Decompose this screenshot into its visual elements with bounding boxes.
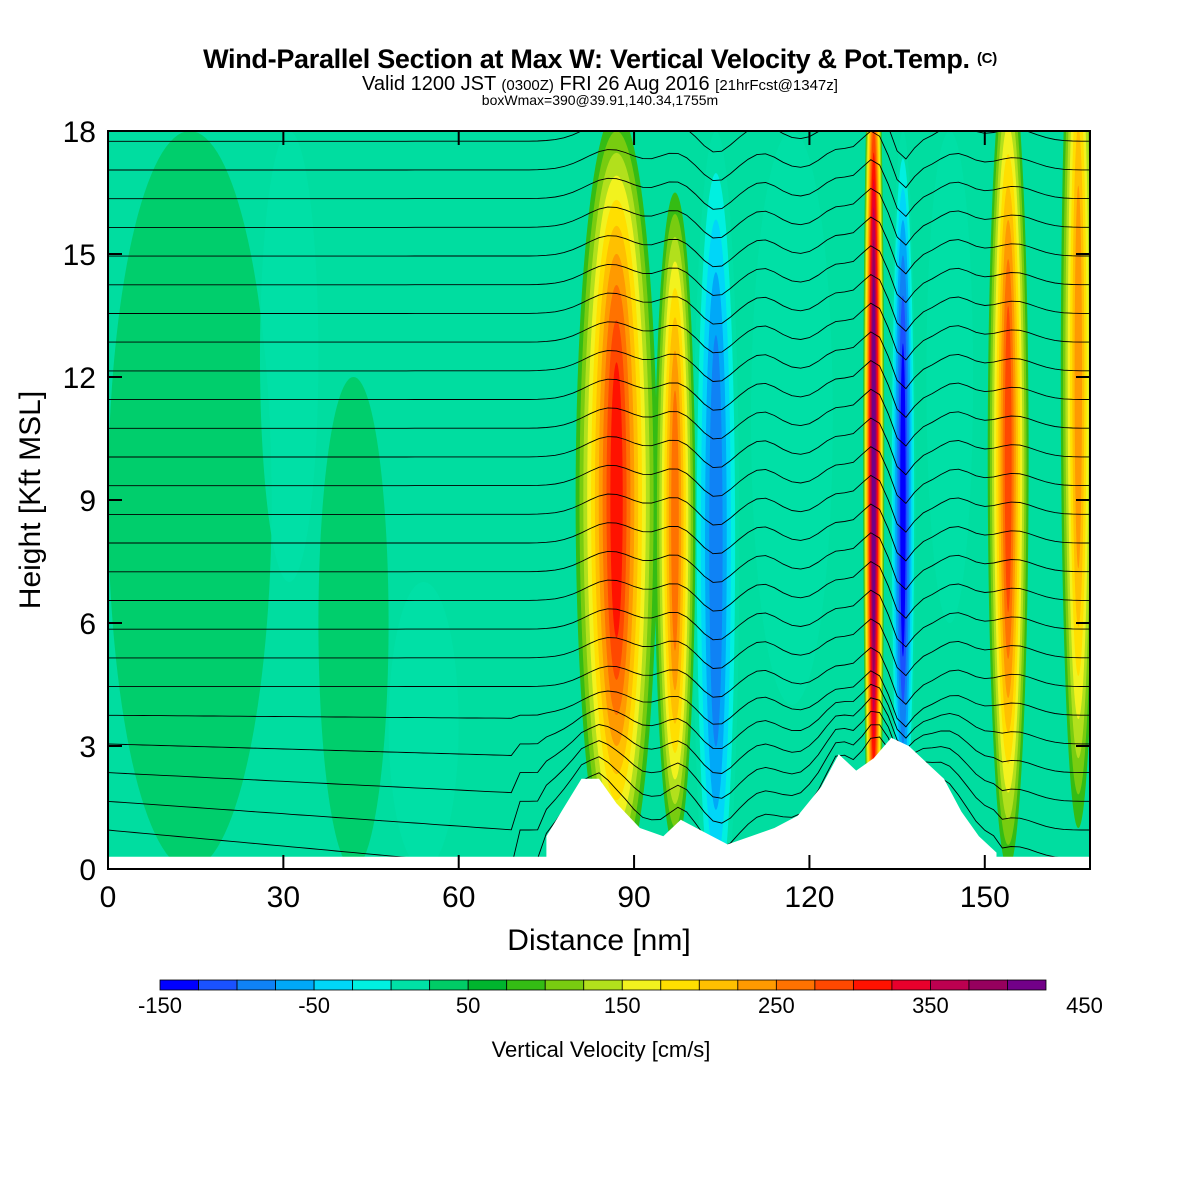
velocity-field — [108, 131, 1090, 869]
velocity-band — [108, 131, 272, 869]
y-axis-label: Height [Kft MSL] — [14, 391, 47, 609]
isentrope-line — [108, 417, 1090, 476]
colorbar-cell — [891, 979, 931, 991]
chart-title: Wind-Parallel Section at Max W: Vertical… — [203, 44, 997, 74]
colorbar: -150 -50 50 150 250 350 450 Vertical Velocity … — [138, 979, 1103, 1062]
x-tick-label: 120 — [784, 881, 834, 914]
y-tick-label: 9 — [79, 485, 96, 518]
colorbar-cell — [698, 979, 739, 991]
isentrope-line — [108, 683, 1090, 756]
velocity-contour — [872, 318, 875, 600]
y-tick-label: 0 — [79, 854, 96, 887]
colorbar-cell — [313, 979, 354, 991]
x-axis-label: Distance [nm] — [507, 924, 690, 957]
colorbar-cell — [814, 979, 854, 991]
axes: 0 30 60 90 120 150 0 3 6 9 12 15 18 Distance [nm] H… — [14, 116, 1090, 957]
colorbar-cell — [429, 979, 469, 991]
isentrope-line — [108, 245, 1090, 304]
velocity-band — [259, 131, 319, 582]
plot-area — [108, 131, 1090, 869]
isentrope-line — [108, 724, 1090, 868]
colorbar-label: Vertical Velocity [cm/s] — [492, 1037, 711, 1062]
colorbar-cell — [1007, 979, 1047, 991]
velocity-contour — [671, 390, 679, 651]
isentrope-line — [108, 560, 1090, 619]
colorbar-tick-label: 150 — [604, 993, 641, 1018]
x-tick-label: 0 — [100, 881, 117, 914]
terrain — [108, 737, 1090, 869]
isentrope-line — [108, 532, 1090, 591]
velocity-band — [388, 582, 459, 869]
y-tick-label: 3 — [79, 731, 96, 764]
isentrope-line — [108, 216, 1090, 275]
colorbar-cell — [968, 979, 1008, 991]
isentrope-line — [108, 589, 1090, 648]
isentrope-line — [108, 710, 1090, 831]
y-tick-label: 18 — [63, 116, 96, 149]
x-tick-label: 30 — [267, 881, 300, 914]
chart-subtitle-2: boxWmax=390@39.91,140.34,1755m — [481, 92, 719, 108]
isentrope-line — [108, 618, 1090, 677]
isentrope-line — [108, 360, 1090, 418]
y-ticks: 0 3 6 9 12 15 18 — [63, 116, 1090, 887]
colorbar-cell — [390, 979, 431, 991]
isentrope-line — [108, 187, 1090, 246]
colorbar-cell — [544, 979, 585, 991]
colorbar-tick-label: -50 — [298, 993, 330, 1018]
isentrope-line — [108, 331, 1090, 390]
y-tick-label: 6 — [79, 608, 96, 641]
isentrope-line — [108, 388, 1090, 447]
isentrope-line — [108, 670, 1090, 728]
colorbar-cell — [737, 979, 777, 991]
isentrope-line — [108, 302, 1090, 361]
x-ticks: 0 30 60 90 120 150 — [100, 131, 1010, 914]
colorbar-cell — [467, 979, 508, 991]
theta-contours — [108, 131, 1090, 869]
colorbar-cell — [775, 979, 816, 991]
velocity-contour — [709, 335, 723, 747]
colorbar-tick-label: 50 — [456, 993, 480, 1018]
x-tick-label: 90 — [617, 881, 650, 914]
chart-subtitle: Valid 1200 JST (0300Z) FRI 26 Aug 2016 [… — [362, 73, 838, 95]
velocity-contour — [1004, 305, 1012, 613]
y-tick-label: 12 — [63, 362, 96, 395]
isentrope-line — [108, 647, 1090, 705]
x-tick-label: 60 — [442, 881, 475, 914]
x-tick-label: 150 — [960, 881, 1010, 914]
velocity-band — [926, 131, 974, 623]
isentrope-line — [108, 503, 1090, 562]
isentrope-line — [108, 131, 1090, 160]
colorbar-cell — [930, 979, 970, 991]
colorbar-cell — [159, 979, 199, 991]
isentrope-line — [108, 697, 1090, 794]
colorbar-tick-label: 250 — [758, 993, 795, 1018]
colorbar-cell — [621, 979, 662, 991]
colorbar-tick-label: 350 — [912, 993, 949, 1018]
isentrope-line — [108, 474, 1090, 533]
colorbar-cell — [198, 979, 238, 991]
title-mark: (C) — [976, 50, 997, 67]
velocity-band — [750, 131, 833, 705]
colorbar-cell — [275, 979, 315, 991]
colorbar-ticks: -150 -50 50 150 250 350 450 — [138, 993, 1103, 1018]
isentrope-line — [108, 446, 1090, 505]
velocity-band — [318, 377, 389, 869]
colorbar-tick-label: -150 — [138, 993, 182, 1018]
isentrope-line — [108, 131, 1090, 189]
colorbar-cell — [352, 979, 392, 991]
colorbar-cells — [159, 979, 1047, 991]
isentrope-line — [108, 159, 1090, 218]
colorbar-cell — [506, 979, 546, 991]
colorbar-tick-label: 450 — [1066, 993, 1103, 1018]
isentrope-line — [108, 273, 1090, 332]
velocity-contour — [900, 343, 906, 657]
colorbar-cell — [852, 979, 893, 991]
y-tick-label: 15 — [63, 239, 96, 272]
colorbar-cell — [583, 979, 623, 991]
velocity-contour — [610, 362, 623, 638]
colorbar-cell — [236, 979, 276, 991]
colorbar-cell — [660, 979, 700, 991]
